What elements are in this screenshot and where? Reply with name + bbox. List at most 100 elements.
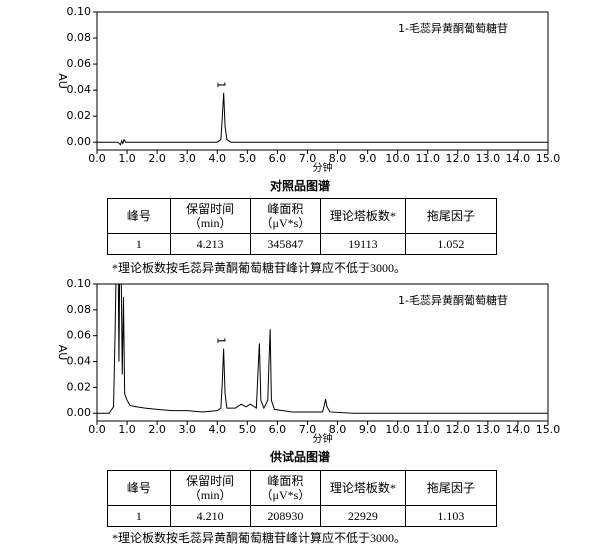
x-tick-label: 7.0: [299, 152, 317, 165]
x-tick-label: 11.0: [415, 152, 440, 165]
header-cell: 理论塔板数*: [320, 470, 406, 506]
footnote: *理论板数按毛蕊异黄酮葡萄糖苷峰计算应不低于3000。: [112, 531, 407, 545]
data-cell: 4.210: [169, 505, 251, 527]
header-cell: 峰面积 （μV*s）: [249, 198, 322, 234]
x-tick-label: 5.0: [239, 423, 257, 436]
x-tick-label: 0.0: [88, 423, 106, 436]
plot-frame: [96, 11, 549, 151]
peak-label: 1: [215, 337, 228, 344]
header-cell: 保留时间 （min）: [169, 470, 251, 506]
header-cell: 拖尾因子: [404, 470, 498, 506]
x-tick-label: 5.0: [239, 152, 257, 165]
trace: [97, 92, 548, 146]
x-tick-label: 1.0: [118, 423, 136, 436]
annotation: 1-毛蕊异黄酮葡萄糖苷: [398, 21, 508, 35]
header-text: （min）: [188, 488, 232, 502]
y-tick-label: 0.00: [67, 406, 92, 419]
x-tick-label: 12.0: [446, 423, 471, 436]
header-cell: 理论塔板数*: [320, 198, 406, 234]
x-tick-label: 10.0: [385, 423, 410, 436]
data-cell: 4.213: [169, 233, 251, 255]
y-tick-label: 0.08: [67, 303, 92, 316]
x-tick-label: 10.0: [385, 152, 410, 165]
header-text: 峰面积: [267, 202, 304, 216]
data-cell: 1.103: [404, 505, 498, 527]
header-text: （μV*s）: [260, 216, 311, 230]
header-text: （min）: [188, 216, 232, 230]
x-tick-label: 15.0: [536, 423, 561, 436]
x-tick-label: 1.0: [118, 152, 136, 165]
x-tick-label: 6.0: [269, 423, 287, 436]
x-tick-label: 7.0: [299, 423, 317, 436]
y-tick-label: 0.04: [67, 83, 92, 96]
peak-label: 1: [215, 81, 228, 88]
x-tick-label: 3.0: [178, 152, 196, 165]
x-tick-label: 13.0: [476, 152, 501, 165]
data-row: 1 4.210 208930 22929 1.103: [107, 505, 498, 527]
x-tick-label: 3.0: [178, 423, 196, 436]
x-axis-label: 分钟: [313, 432, 333, 445]
header-row: 峰号 保留时间 （min） 峰面积 （μV*s） 理论塔板数* 拖尾因子: [107, 198, 498, 234]
header-text: （μV*s）: [260, 488, 311, 502]
x-tick-label: 12.0: [446, 152, 471, 165]
data-cell: 345847: [249, 233, 322, 255]
header-cell: 峰面积 （μV*s）: [249, 470, 322, 506]
x-tick-label: 2.0: [148, 423, 166, 436]
data-cell: 1: [107, 505, 171, 527]
header-text: 峰面积: [267, 474, 304, 488]
x-axis-label: 分钟: [313, 161, 333, 174]
x-tick-label: 4.0: [209, 423, 227, 436]
x-tick-label: 2.0: [148, 152, 166, 165]
footnote: *理论板数按毛蕊异黄酮葡萄糖苷峰计算应不低于3000。: [112, 261, 407, 275]
data-cell: 1: [107, 233, 171, 255]
y-tick-label: 0.02: [67, 109, 92, 122]
x-tick-label: 4.0: [209, 152, 227, 165]
header-cell: 拖尾因子: [404, 198, 498, 234]
data-cell: 19113: [320, 233, 406, 255]
x-tick-label: 9.0: [359, 152, 377, 165]
header-text: 拖尾因子: [426, 481, 475, 495]
header-text: 峰号: [126, 481, 151, 495]
header-row: 峰号 保留时间 （min） 峰面积 （μV*s） 理论塔板数* 拖尾因子: [107, 470, 498, 506]
header-text: 保留时间: [186, 474, 235, 488]
x-tick-label: 15.0: [536, 152, 561, 165]
x-tick-label: 8.0: [329, 152, 347, 165]
y-axis-label: AU: [56, 345, 69, 361]
x-tick-label: 13.0: [476, 423, 501, 436]
data-table: 峰号 保留时间 （min） 峰面积 （μV*s） 理论塔板数* 拖尾因子 1 4.210 2089…: [107, 470, 498, 527]
data-cell: 208930: [249, 505, 322, 527]
header-cell: 峰号: [107, 198, 171, 234]
x-tick-label: 14.0: [506, 423, 531, 436]
header-cell: 保留时间 （min）: [169, 198, 251, 234]
y-tick-label: 0.00: [67, 135, 92, 148]
header-text: 理论塔板数*: [329, 209, 396, 223]
y-tick-label: 0.10: [67, 277, 92, 290]
x-tick-label: 6.0: [269, 152, 287, 165]
y-tick-label: 0.04: [67, 355, 92, 368]
trace: [97, 284, 548, 414]
y-tick-label: 0.02: [67, 380, 92, 393]
header-text: 拖尾因子: [426, 209, 475, 223]
y-tick-label: 0.08: [67, 31, 92, 44]
header-text: 理论塔板数*: [329, 481, 396, 495]
caption: 供试品图谱: [269, 450, 330, 464]
plot-frame: [96, 283, 549, 422]
y-tick-label: 0.10: [67, 5, 92, 18]
x-tick-label: 11.0: [415, 423, 440, 436]
annotation: 1-毛蕊异黄酮葡萄糖苷: [398, 293, 508, 307]
y-tick-label: 0.06: [67, 329, 92, 342]
data-table: 峰号 保留时间 （min） 峰面积 （μV*s） 理论塔板数* 拖尾因子 1 4.213 3458…: [107, 198, 498, 255]
header-cell: 峰号: [107, 470, 171, 506]
y-axis-label: AU: [56, 73, 69, 89]
header-text: 峰号: [126, 209, 151, 223]
x-tick-label: 9.0: [359, 423, 377, 436]
x-tick-label: 14.0: [506, 152, 531, 165]
data-cell: 1.052: [404, 233, 498, 255]
y-tick-label: 0.06: [67, 57, 92, 70]
x-tick-label: 8.0: [329, 423, 347, 436]
data-row: 1 4.213 345847 19113 1.052: [107, 233, 498, 255]
data-cell: 22929: [320, 505, 406, 527]
header-text: 保留时间: [186, 202, 235, 216]
